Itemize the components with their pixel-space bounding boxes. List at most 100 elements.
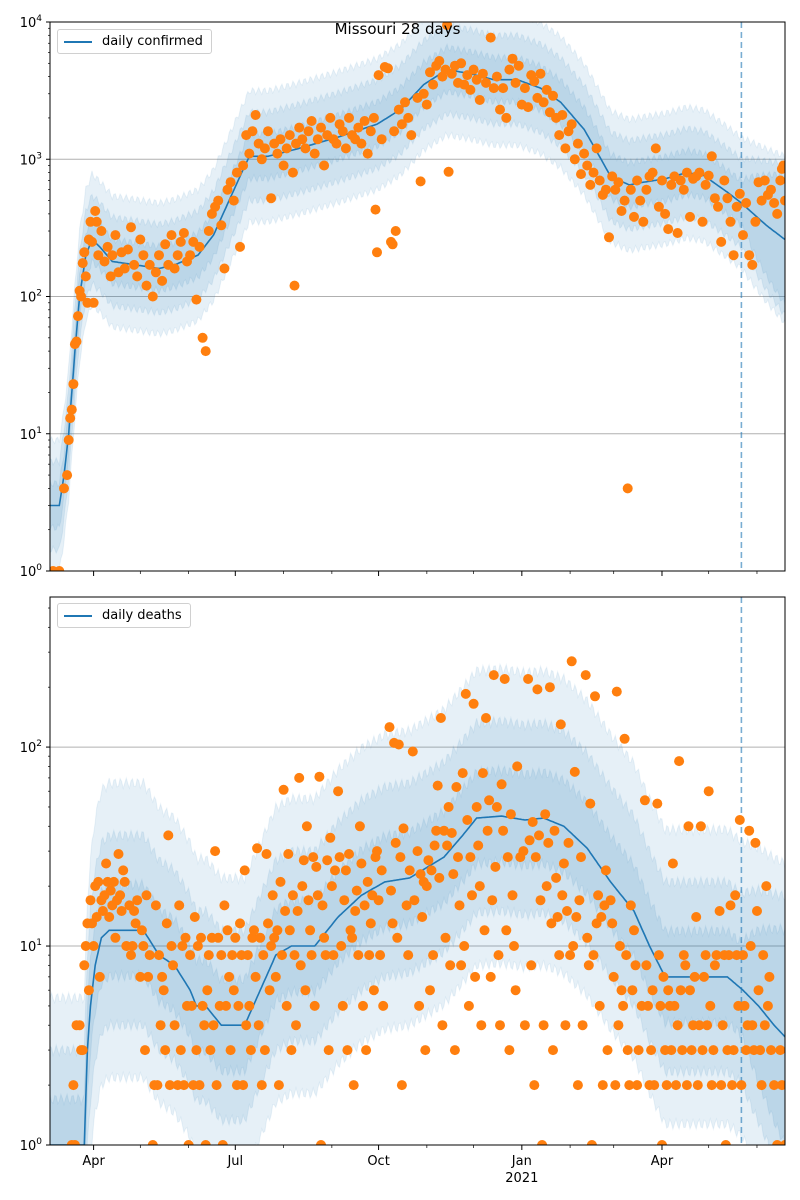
data-point (303, 126, 314, 137)
data-point (625, 900, 636, 911)
data-point (474, 95, 485, 105)
data-point (365, 918, 376, 929)
data-point (393, 739, 404, 750)
data-point (672, 228, 683, 238)
data-point (741, 198, 752, 208)
data-point (428, 79, 439, 90)
data-point (169, 263, 180, 274)
data-point (647, 985, 658, 996)
data-point (632, 175, 643, 186)
data-point (415, 869, 426, 880)
data-point (250, 110, 261, 120)
data-point (110, 230, 121, 241)
data-point (308, 852, 319, 863)
data-point (129, 259, 140, 270)
data-point (365, 126, 376, 137)
data-point (703, 786, 714, 797)
data-point (284, 130, 295, 141)
data-point (428, 950, 439, 961)
data-point (633, 1045, 644, 1056)
data-point (524, 835, 535, 846)
data-point (144, 950, 155, 961)
data-point (325, 832, 336, 843)
data-point (230, 932, 241, 943)
data-point (439, 825, 449, 836)
data-point (69, 1140, 80, 1145)
data-point (462, 815, 473, 825)
data-point (150, 900, 161, 911)
data-point (613, 177, 624, 188)
data-point (686, 1045, 697, 1056)
data-point (625, 184, 636, 195)
data-point (577, 1020, 588, 1031)
data-point (568, 941, 579, 951)
data-point (565, 950, 576, 961)
data-point (610, 1080, 621, 1091)
data-point (594, 1000, 605, 1011)
data-point (510, 985, 521, 996)
data-point (382, 63, 393, 74)
data-point (585, 798, 596, 809)
data-point (294, 122, 305, 133)
data-point (255, 932, 266, 943)
data-point (119, 263, 130, 274)
data-point (325, 112, 336, 123)
data-point (437, 1020, 448, 1031)
data-point (80, 941, 91, 951)
data-point (116, 906, 127, 916)
data-point (537, 1140, 548, 1145)
uncertainty-band (50, 714, 785, 1145)
data-point (224, 971, 235, 982)
data-point (518, 846, 529, 857)
data-point (671, 1080, 681, 1091)
data-point (443, 166, 454, 177)
data-point (498, 825, 509, 836)
data-point (739, 1000, 750, 1011)
data-point (375, 950, 386, 961)
data-point (245, 1045, 256, 1056)
data-point (569, 154, 580, 165)
deaths-axes: 100 101 102 Apr Jul Oct Jan 2021 Apr (20, 596, 786, 1186)
y-tick-label: 101 (20, 938, 42, 955)
data-point (460, 688, 471, 699)
data-point (306, 950, 317, 961)
data-point (306, 116, 317, 126)
legend-label: daily deaths (102, 608, 182, 623)
data-point (175, 236, 186, 247)
data-point (523, 674, 534, 684)
data-point (523, 102, 534, 113)
data-point (73, 311, 83, 322)
data-point (434, 56, 445, 66)
data-point (519, 1020, 530, 1031)
data-point (576, 852, 586, 863)
data-point (166, 230, 177, 241)
y-tick-label: 102 (20, 739, 42, 756)
data-point (558, 858, 569, 869)
data-point (646, 1045, 657, 1056)
data-point (233, 1000, 244, 1011)
data-point (663, 224, 674, 235)
data-point (247, 126, 258, 137)
data-point (574, 895, 585, 906)
data-point (281, 1000, 292, 1011)
data-point (239, 865, 250, 876)
data-point (596, 912, 607, 922)
data-point (339, 895, 350, 906)
data-point (130, 918, 141, 929)
data-point (71, 336, 82, 347)
data-point (443, 802, 454, 812)
data-point (147, 1140, 158, 1145)
data-point (172, 250, 183, 261)
data-point (700, 179, 711, 190)
data-point (158, 985, 169, 996)
data-point (194, 1080, 205, 1091)
data-point (685, 985, 695, 996)
data-point (186, 1000, 197, 1011)
data-point (221, 1000, 231, 1011)
data-point (110, 932, 121, 943)
data-point (734, 815, 745, 825)
data-point (446, 828, 457, 838)
data-point (649, 1080, 660, 1091)
data-point (249, 925, 259, 936)
